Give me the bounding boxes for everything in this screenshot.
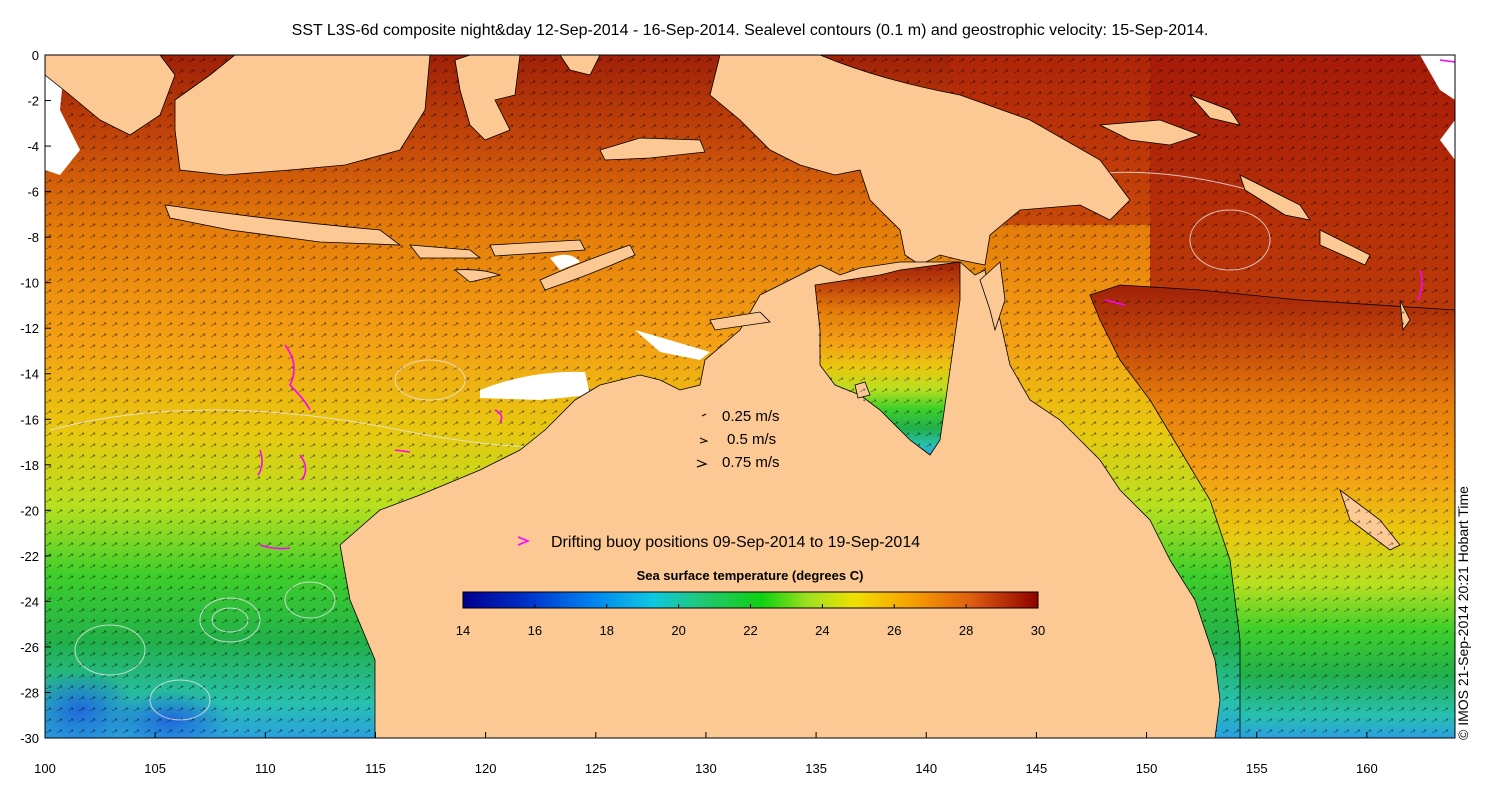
lon-tick-label: 155: [1246, 761, 1268, 776]
lat-tick-label: -20: [20, 503, 39, 518]
colorbar-tick-label: 28: [959, 623, 973, 638]
lon-tick-label: 100: [34, 761, 56, 776]
lat-tick-label: -30: [20, 731, 39, 746]
lon-tick-label: 145: [1026, 761, 1048, 776]
lat-tick-label: 0: [32, 48, 39, 63]
longitude-axis: 100 105 110 115 120 125 130 135 140 145 150 155 160: [34, 732, 1378, 776]
land-sulawesi: [454, 55, 521, 141]
land-sumatra: [45, 55, 176, 136]
map-title: SST L3S-6d composite night&day 12-Sep-20…: [291, 22, 1209, 39]
lat-tick-label: -4: [27, 139, 39, 154]
lat-tick-label: -26: [20, 640, 39, 655]
colorbar-tick-label: 22: [743, 623, 757, 638]
lat-tick-label: -16: [20, 412, 39, 427]
land-timor: [539, 244, 636, 291]
latitude-axis: 0 -2 -4 -6 -8 -10 -12 -14 -16 -18 -20 -22 -24 -26 -28 -…: [20, 48, 51, 746]
copyright-credit: © IMOS 21-Sep-2014 20:21 Hobart Time: [1455, 486, 1471, 740]
land-new-guinea: [709, 55, 1131, 266]
drifting-buoy-tracks: [257, 59, 1455, 550]
lon-tick-label: 125: [585, 761, 607, 776]
lat-tick-label: -2: [27, 94, 39, 109]
colorbar-tick-label: 30: [1031, 623, 1045, 638]
lat-tick-label: -8: [27, 230, 39, 245]
colorbar-tick-label: 14: [456, 623, 470, 638]
land-java: [164, 204, 402, 246]
colorbar-tick-label: 16: [528, 623, 542, 638]
velocity-legend: 0.25 m/s 0.5 m/s 0.75 m/s: [696, 408, 780, 471]
land-australia: [339, 261, 1221, 738]
colorbar-tick-label: 18: [600, 623, 614, 638]
velocity-legend-entry: 0.75 m/s: [722, 454, 780, 471]
buoy-legend: Drifting buoy positions 09-Sep-2014 to 1…: [517, 534, 920, 551]
lon-tick-label: 110: [255, 761, 276, 776]
no-data-areas: [45, 55, 1455, 430]
lon-tick-label: 135: [805, 761, 827, 776]
colorbar-ticks: 14 16 18 20 22 24 26 28 30: [456, 604, 1045, 638]
lon-tick-label: 105: [144, 761, 166, 776]
lat-tick-label: -24: [20, 594, 39, 609]
colorbar-title: Sea surface temperature (degrees C): [637, 568, 864, 583]
velocity-legend-entry: 0.25 m/s: [722, 408, 780, 425]
arrow-icon: [696, 413, 709, 468]
lat-tick-label: -18: [20, 458, 39, 473]
lat-tick-label: -10: [20, 276, 39, 291]
lon-tick-label: 150: [1136, 761, 1158, 776]
lat-tick-label: -28: [20, 685, 39, 700]
lat-tick-label: -6: [27, 185, 39, 200]
lat-tick-label: -12: [20, 321, 39, 336]
lon-tick-label: 120: [475, 761, 497, 776]
map-plot-area: [45, 55, 1455, 738]
lon-tick-label: 140: [915, 761, 937, 776]
velocity-legend-entry: 0.5 m/s: [727, 431, 776, 448]
lat-tick-label: -22: [20, 549, 39, 564]
lon-tick-label: 160: [1356, 761, 1378, 776]
lon-tick-label: 130: [695, 761, 717, 776]
buoy-legend-text: Drifting buoy positions 09-Sep-2014 to 1…: [551, 534, 920, 551]
colorbar-tick-label: 24: [815, 623, 829, 638]
buoy-marker-icon: [517, 536, 531, 546]
colorbar-tick-label: 20: [671, 623, 685, 638]
lat-tick-label: -14: [20, 367, 39, 382]
plot-frame: [44, 54, 1456, 739]
sst-colorbar: Sea surface temperature (degrees C) 14 16…: [456, 568, 1045, 638]
lon-tick-label: 115: [365, 761, 386, 776]
colorbar-tick-label: 26: [887, 623, 901, 638]
land-borneo: [174, 55, 431, 176]
